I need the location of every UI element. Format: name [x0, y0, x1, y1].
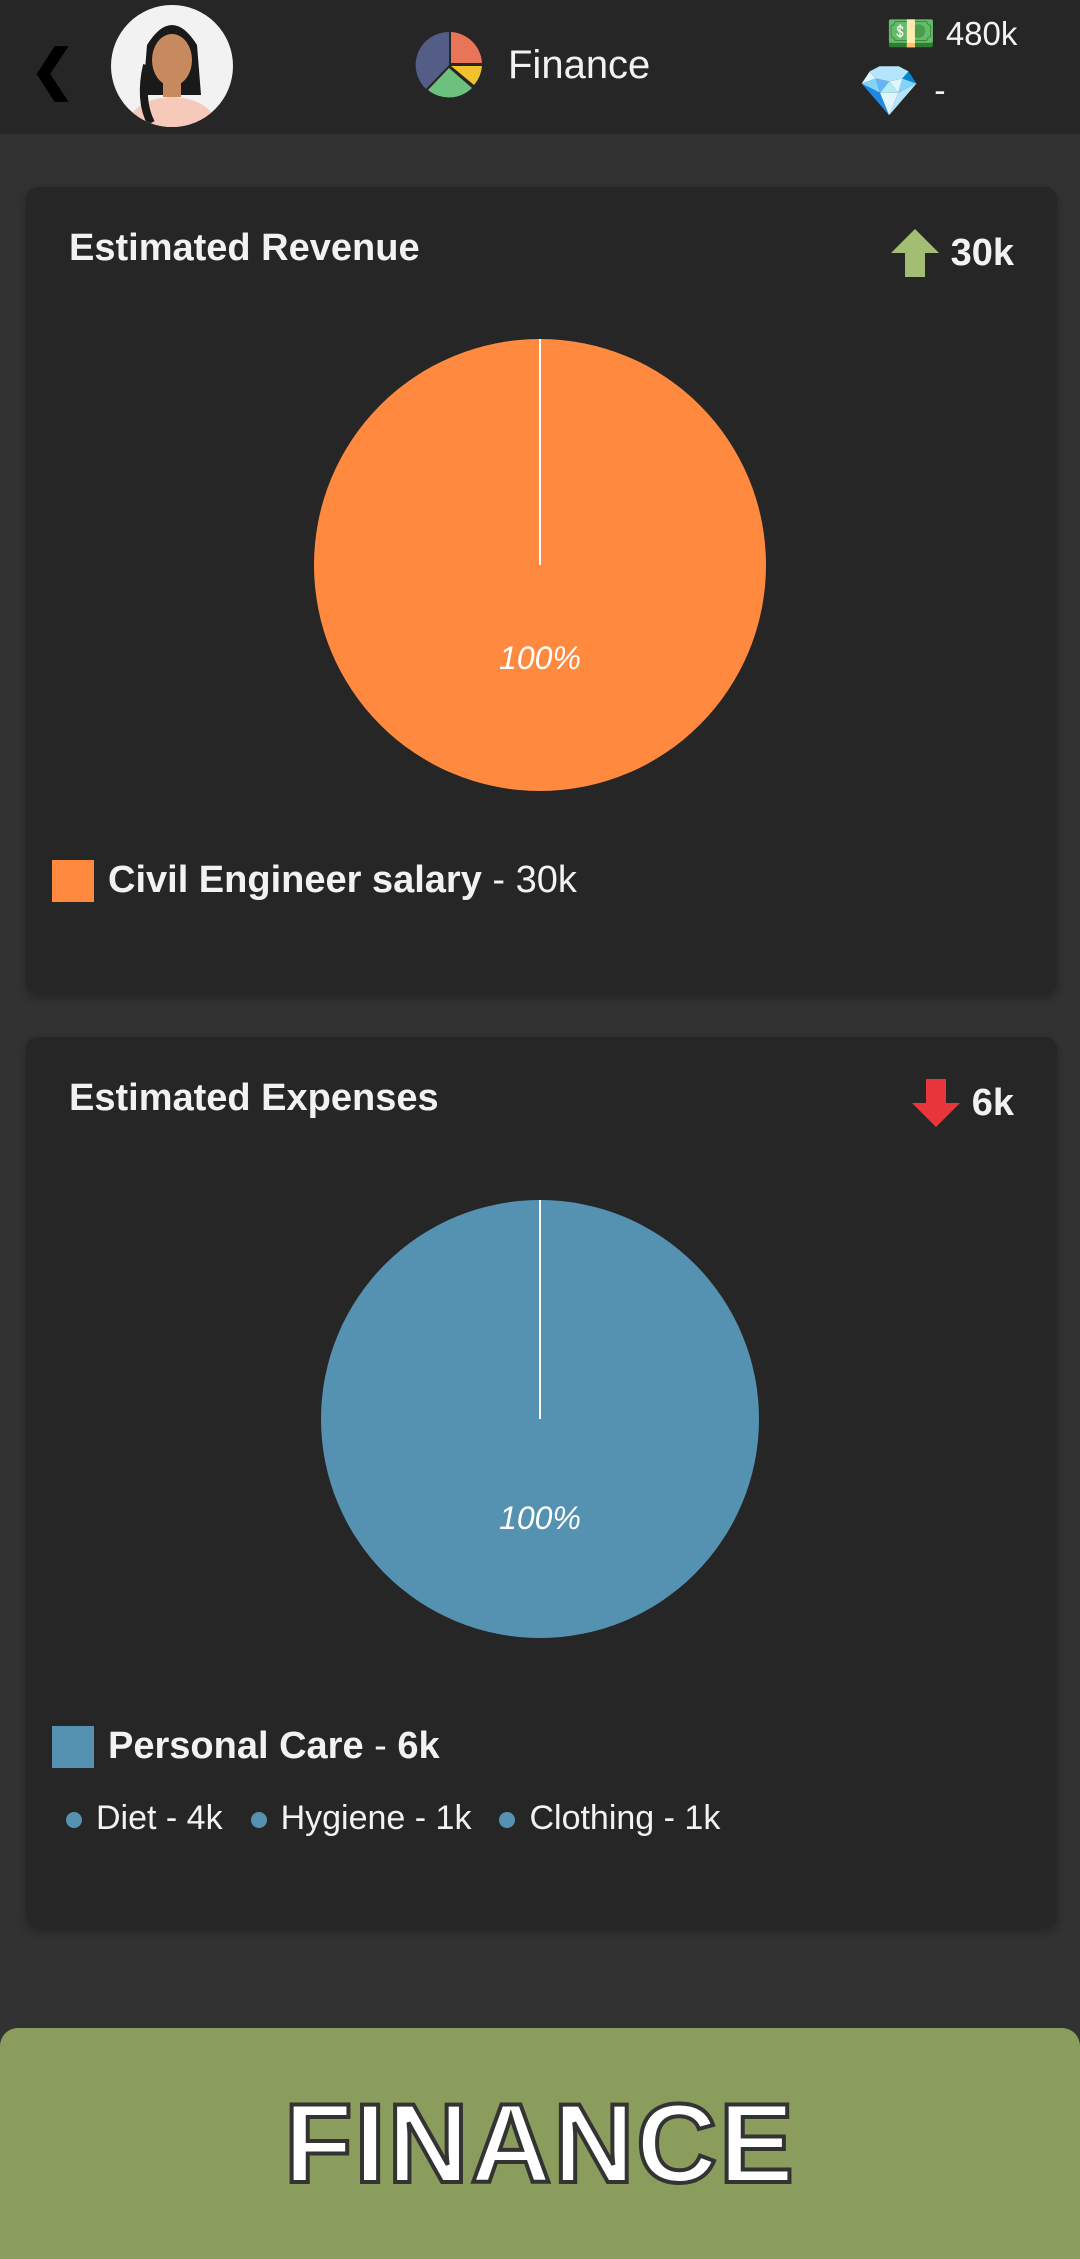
breakdown-item-clothing: Clothing - 1k: [499, 1799, 720, 1838]
legend-swatch: [52, 1725, 94, 1768]
breakdown-item-diet: Diet - 4k: [66, 1799, 223, 1838]
legend-separator: -: [481, 859, 516, 901]
revenue-title: Estimated Revenue: [69, 227, 420, 269]
avatar-image: [127, 25, 217, 127]
pie-percent-label: 100%: [499, 1500, 581, 1536]
finance-banner-label: FINANCE: [282, 2079, 796, 2208]
diamond-icon: 💎: [858, 63, 921, 119]
legend-value: 30k: [515, 859, 577, 901]
bullet-icon: [499, 1812, 516, 1829]
finance-pie-icon: [415, 31, 482, 98]
breakdown-label: Clothing - 1k: [529, 1799, 721, 1837]
revenue-legend-item: Civil Engineer salary - 30k: [52, 859, 577, 902]
legend-label: Civil Engineer salary: [108, 859, 482, 901]
expenses-card: Estimated Expenses 6k 100% Personal Care…: [26, 1037, 1057, 1927]
revenue-pie-chart: 100%: [314, 339, 766, 791]
revenue-card: Estimated Revenue 30k 100% Civil Enginee…: [26, 187, 1057, 994]
pie-percent-label: 100%: [499, 640, 581, 676]
back-button[interactable]: ❮: [30, 40, 76, 100]
legend-separator: -: [363, 1725, 398, 1767]
money-counter: 💵 480k: [886, 10, 1017, 57]
finance-banner[interactable]: FINANCE: [0, 2028, 1080, 2259]
revenue-amount-value: 30k: [950, 231, 1014, 274]
breakdown-label: Diet - 4k: [96, 1799, 223, 1837]
expenses-legend-item: Personal Care - 6k: [52, 1725, 440, 1768]
expense-breakdown: Diet - 4k Hygiene - 1k Clothing - 1k: [66, 1799, 720, 1838]
legend-value: 6k: [397, 1725, 440, 1767]
money-value: 480k: [945, 14, 1018, 52]
gems-counter: 💎 -: [858, 62, 946, 121]
breakdown-item-hygiene: Hygiene - 1k: [250, 1799, 472, 1838]
arrow-down-icon: [911, 1079, 960, 1127]
revenue-amount: 30k: [889, 227, 1014, 279]
cash-icon: 💵: [886, 12, 936, 56]
expenses-pie-chart: 100%: [321, 1200, 759, 1638]
legend-label: Personal Care: [108, 1725, 364, 1767]
bullet-icon: [250, 1812, 267, 1829]
legend-swatch: [52, 859, 94, 902]
expenses-title: Estimated Expenses: [69, 1077, 439, 1119]
breakdown-label: Hygiene - 1k: [280, 1799, 472, 1837]
gems-value: -: [934, 72, 946, 110]
avatar[interactable]: [111, 5, 233, 127]
expenses-amount-value: 6k: [971, 1081, 1014, 1124]
top-bar: ❮ Finance 💵 480k 💎 -: [0, 0, 1080, 134]
bullet-icon: [66, 1812, 82, 1829]
arrow-up-icon: [890, 229, 939, 277]
expenses-amount: 6k: [910, 1077, 1014, 1129]
page-title: Finance: [508, 42, 651, 87]
